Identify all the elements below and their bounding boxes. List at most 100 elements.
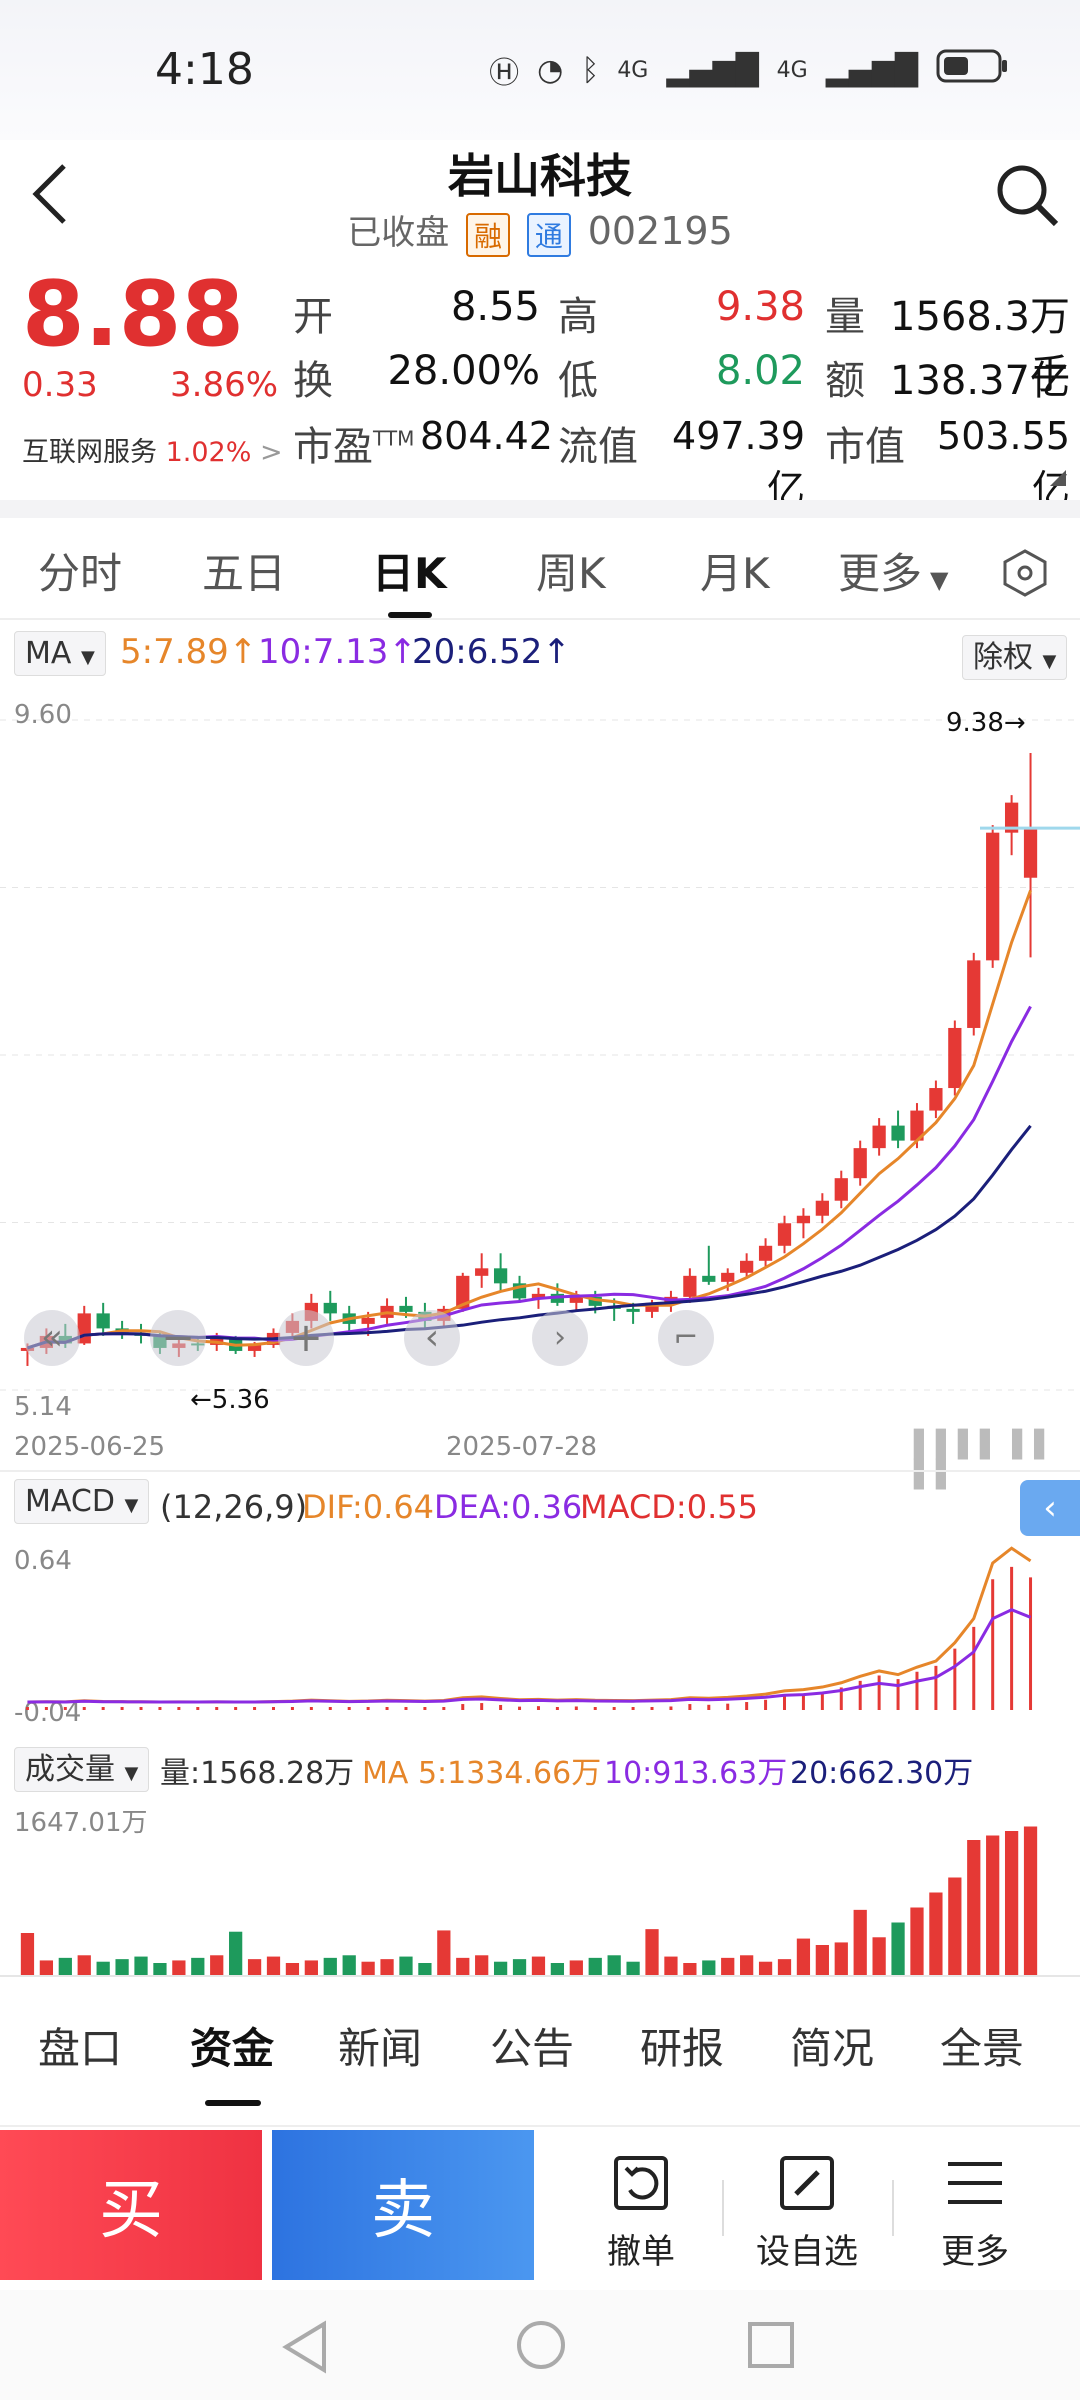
add-watchlist-button[interactable]: 设自选 [732,2150,882,2273]
zoom-in-icon[interactable]: + [278,1310,334,1366]
macd-params: (12,26,9) [160,1488,308,1526]
caret-down-icon: ▼ [1042,651,1057,672]
nav-home-icon[interactable] [514,2318,568,2372]
buy-button[interactable]: 买 [0,2130,262,2280]
cancel-order-button[interactable]: 撤单 [566,2150,716,2273]
tab-news[interactable]: 新闻 [338,2024,423,2073]
candle-body [493,1268,508,1284]
y-axis-max: 9.60 [14,700,72,730]
tab-five-day[interactable]: 五日 [202,549,287,598]
candle-body [683,1275,697,1297]
sector-link[interactable]: 互联网服务 1.02% > [22,430,283,469]
nav-recents-icon[interactable] [746,2320,796,2370]
candle-body [834,1178,848,1201]
caret-down-icon: ▼ [124,1495,139,1516]
candle-body [645,1302,659,1312]
volume-y-top: 1647.01万 [14,1808,148,1838]
volume-bar [645,1929,659,1975]
status-time: 4:18 [155,44,254,95]
candle-body [96,1313,110,1329]
volume-bar [986,1835,1000,1975]
side-panel-toggle-icon[interactable]: ‹ [1020,1480,1080,1536]
search-icon[interactable] [992,160,1062,230]
add-watchlist-label: 设自选 [756,2232,858,2272]
volume-bar [342,1955,356,1975]
tab-capital[interactable]: 资金 [190,2024,275,2073]
more-button[interactable]: 更多 [900,2150,1050,2273]
pe-ttm-sup: TTM [373,426,415,451]
macd-dropdown[interactable]: MACD ▼ [14,1479,150,1524]
more-label: 更多 [941,2232,1009,2272]
tab-weekly-k[interactable]: 周K [536,549,606,598]
volume-bar [512,1959,527,1975]
volume-chart[interactable] [0,1790,1080,1980]
sector-pct: 1.02% [165,437,252,468]
market-cap-label: 市值 [825,424,905,470]
macd-dif: DIF:0.64 [302,1488,435,1526]
ma5-value: 5:7.89↑ [120,632,258,672]
chevron-right-icon: > [259,437,283,468]
candle-body [569,1296,583,1303]
zoom-out-icon[interactable]: − [150,1310,206,1366]
network-label-2: 4G [776,57,808,83]
caret-down-icon: ▼ [930,566,949,594]
adjust-dropdown[interactable]: 除权 ▼ [962,632,1068,680]
step-left-icon[interactable]: ‹ [404,1310,460,1366]
cancel-order-label: 撤单 [607,2232,675,2272]
macd-y-top: 0.64 [14,1546,72,1576]
volume-bar [1004,1831,1019,1975]
candle-body [323,1302,337,1314]
tab-announcements[interactable]: 公告 [490,2024,575,2073]
ma-dropdown[interactable]: MA ▼ [14,631,106,676]
macd-chart[interactable] [0,1540,1080,1720]
nav-back-icon[interactable] [280,2320,330,2374]
battery-icon [936,48,1010,92]
tab-more[interactable]: 更多 ▼ [838,549,949,598]
volume-bar [285,1963,300,1975]
candle-body [929,1088,943,1111]
tab-research[interactable]: 研报 [640,2024,725,2073]
candlestick-chart[interactable] [0,690,1080,1430]
tab-profile[interactable]: 简况 [790,2024,875,2073]
divider [722,2180,724,2236]
settings-hex-icon[interactable] [1000,548,1050,598]
amount-value: 138.37亿 [890,358,1070,404]
candle-body [986,832,1000,961]
candle-body [796,1215,811,1224]
bluetooth-icon: ᛒ [581,52,600,88]
volume-bar [399,1956,413,1975]
candle-body [475,1268,489,1276]
step-right-icon[interactable]: › [532,1310,588,1366]
low-label: 低 [558,358,598,404]
candle-body [777,1223,792,1246]
volume-bar [304,1960,318,1975]
scroll-left-icon[interactable]: « [24,1310,80,1366]
candle-body [531,1293,546,1299]
tab-overview[interactable]: 全景 [940,2024,1025,2073]
margin-badge: 融 [466,212,511,257]
tab-intraday[interactable]: 分时 [38,549,123,598]
sell-button[interactable]: 卖 [272,2130,534,2280]
volume-bar [796,1938,811,1975]
volume-bar [39,1960,54,1975]
back-icon[interactable] [22,158,82,228]
volume-dropdown[interactable]: 成交量 ▼ [14,1744,150,1792]
expand-corner-icon[interactable] [1050,470,1066,486]
candle-body [588,1296,602,1306]
signal-icon-2: ▂▄▆█ [825,52,918,88]
divider [892,2180,894,2236]
page-title: 岩山科技 [448,149,632,203]
candle-body [872,1125,886,1149]
stock-code: 002195 [587,209,733,253]
y-axis-min: 5.14 [14,1392,72,1422]
tab-monthly-k[interactable]: 月K [700,549,770,598]
high-value: 9.38 [715,284,805,330]
volume-ma20: 20:662.30万 [790,1756,974,1791]
volume-bar [20,1933,35,1975]
tab-order-book[interactable]: 盘口 [38,2024,123,2073]
tab-daily-k[interactable]: 日K [372,549,447,598]
ma10-line [27,1005,1032,1350]
volume-bar [456,1957,470,1975]
reset-icon[interactable]: ⌐ [658,1310,714,1366]
date-label-2: 2025-07-28 [446,1432,598,1462]
